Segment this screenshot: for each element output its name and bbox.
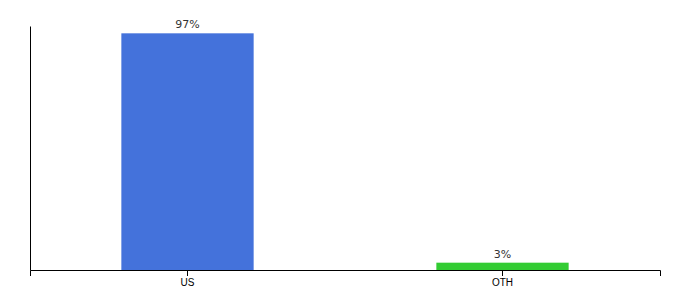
- x-axis: US OTH: [31, 270, 661, 288]
- y-axis-line: [30, 27, 31, 271]
- y-axis: [30, 27, 31, 271]
- data-label: 3%: [494, 248, 511, 261]
- plot: US OTH 97% 3%: [31, 18, 661, 288]
- x-tick-label: OTH: [492, 277, 513, 288]
- x-tick: US: [181, 270, 195, 288]
- bars: [121, 33, 568, 270]
- data-labels: 97% 3%: [175, 18, 511, 260]
- x-tick: OTH: [492, 270, 513, 288]
- x-tick-label: US: [181, 277, 195, 288]
- bar: [436, 263, 568, 270]
- data-label: 97%: [175, 18, 199, 31]
- x-tick-mark: [187, 270, 188, 276]
- bar: [121, 33, 253, 270]
- x-tick-mark: [502, 270, 503, 276]
- x-axis-line: [31, 271, 661, 277]
- chart: US OTH 97% 3%: [0, 0, 680, 300]
